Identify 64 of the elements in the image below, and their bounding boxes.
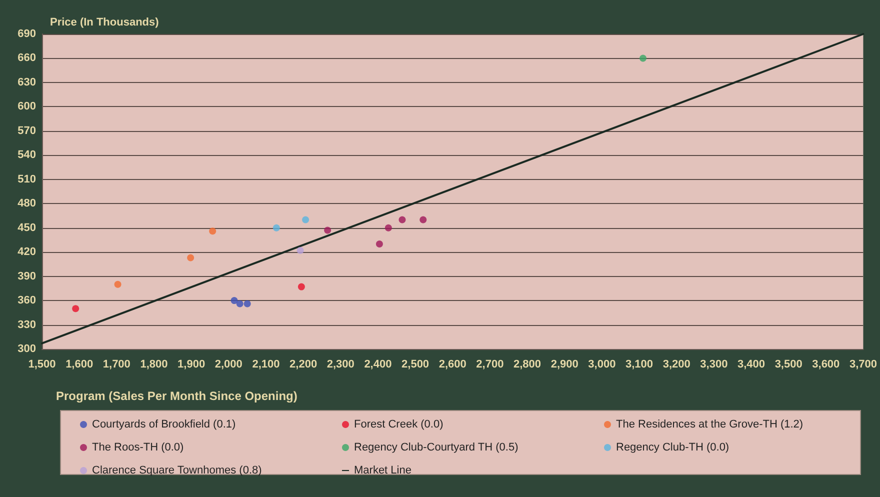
y-tick-label: 330 (18, 318, 36, 331)
legend-label: Clarence Square Townhomes (0.8) (92, 464, 262, 476)
y-tick-label: 480 (18, 198, 36, 210)
y-tick-label: 660 (18, 52, 36, 64)
x-tick-label: 2,000 (214, 358, 242, 370)
y-tick-label: 450 (18, 222, 36, 234)
y-tick-label: 600 (18, 100, 36, 113)
point (296, 246, 304, 254)
point (324, 226, 332, 234)
y-tick-label: 420 (18, 246, 36, 258)
legend-label: The Roos-TH (0.0) (92, 442, 184, 454)
y-tick-label: 300 (18, 343, 36, 355)
x-tick-label: 1,700 (102, 358, 130, 370)
point (376, 240, 383, 248)
point (230, 297, 238, 304)
point (114, 280, 122, 288)
x-tick-label: 2,500 (402, 358, 430, 370)
x-tick-label: 2,300 (326, 358, 354, 370)
legend-label: Courtyards of Brookfield (0.1) (92, 418, 236, 430)
x-tick-label: 1,600 (66, 358, 94, 370)
x-tick-label: 2,700 (476, 358, 504, 370)
y-axis-title: Price (In Thousands) (50, 16, 160, 28)
point (187, 254, 194, 262)
legend-label: Forest Creek (0.0) (354, 418, 444, 430)
point (298, 283, 305, 290)
point (398, 216, 406, 224)
legend-label: The Residences at the Grove-TH (1.2) (616, 418, 804, 430)
y-tick-label: 690 (18, 28, 36, 40)
legend-label: Market Line (354, 464, 412, 476)
x-tick-label: 2,600 (438, 358, 466, 370)
x-tick-label: 3,600 (812, 358, 840, 370)
x-tick-label: 2,400 (364, 358, 392, 370)
x-tick-label: 1,800 (140, 358, 168, 370)
x-tick-label: 3,200 (662, 358, 690, 370)
point (244, 300, 251, 308)
point (302, 216, 310, 224)
legend-title: Program (Sales Per Month Since Opening) (56, 389, 298, 403)
x-tick-label: 3,300 (700, 358, 728, 370)
x-tick-label: 2,800 (514, 358, 542, 370)
x-tick-label: 2,900 (550, 358, 578, 370)
point (640, 54, 646, 62)
x-tick-label: 1,500 (28, 358, 56, 370)
legend-label: Regency Club-TH (0.0) (616, 442, 730, 454)
y-tick-label: 570 (18, 124, 36, 137)
x-tick-label: 3,100 (625, 358, 654, 370)
y-tick-label: 540 (18, 149, 36, 162)
point (72, 305, 80, 312)
x-tick-label: 1,900 (178, 358, 206, 370)
point (384, 224, 392, 232)
y-tick-label: 630 (18, 76, 36, 88)
x-tick-label: 3,000 (588, 358, 616, 370)
point (420, 216, 427, 224)
y-tick-label: 390 (18, 270, 36, 282)
x-tick-label: 2,200 (290, 358, 318, 370)
point (209, 228, 216, 235)
y-tick-label: 510 (18, 173, 36, 186)
legend-label: Regency Club-Courtyard TH (0.5) (354, 442, 518, 454)
x-tick-label: 3,500 (774, 358, 802, 370)
point (236, 300, 244, 308)
point (272, 224, 280, 232)
x-tick-label: 3,400 (737, 358, 766, 370)
y-tick-label: 360 (18, 294, 36, 307)
x-tick-label: 2,100 (252, 358, 280, 370)
x-tick-label: 3,700 (849, 358, 877, 370)
